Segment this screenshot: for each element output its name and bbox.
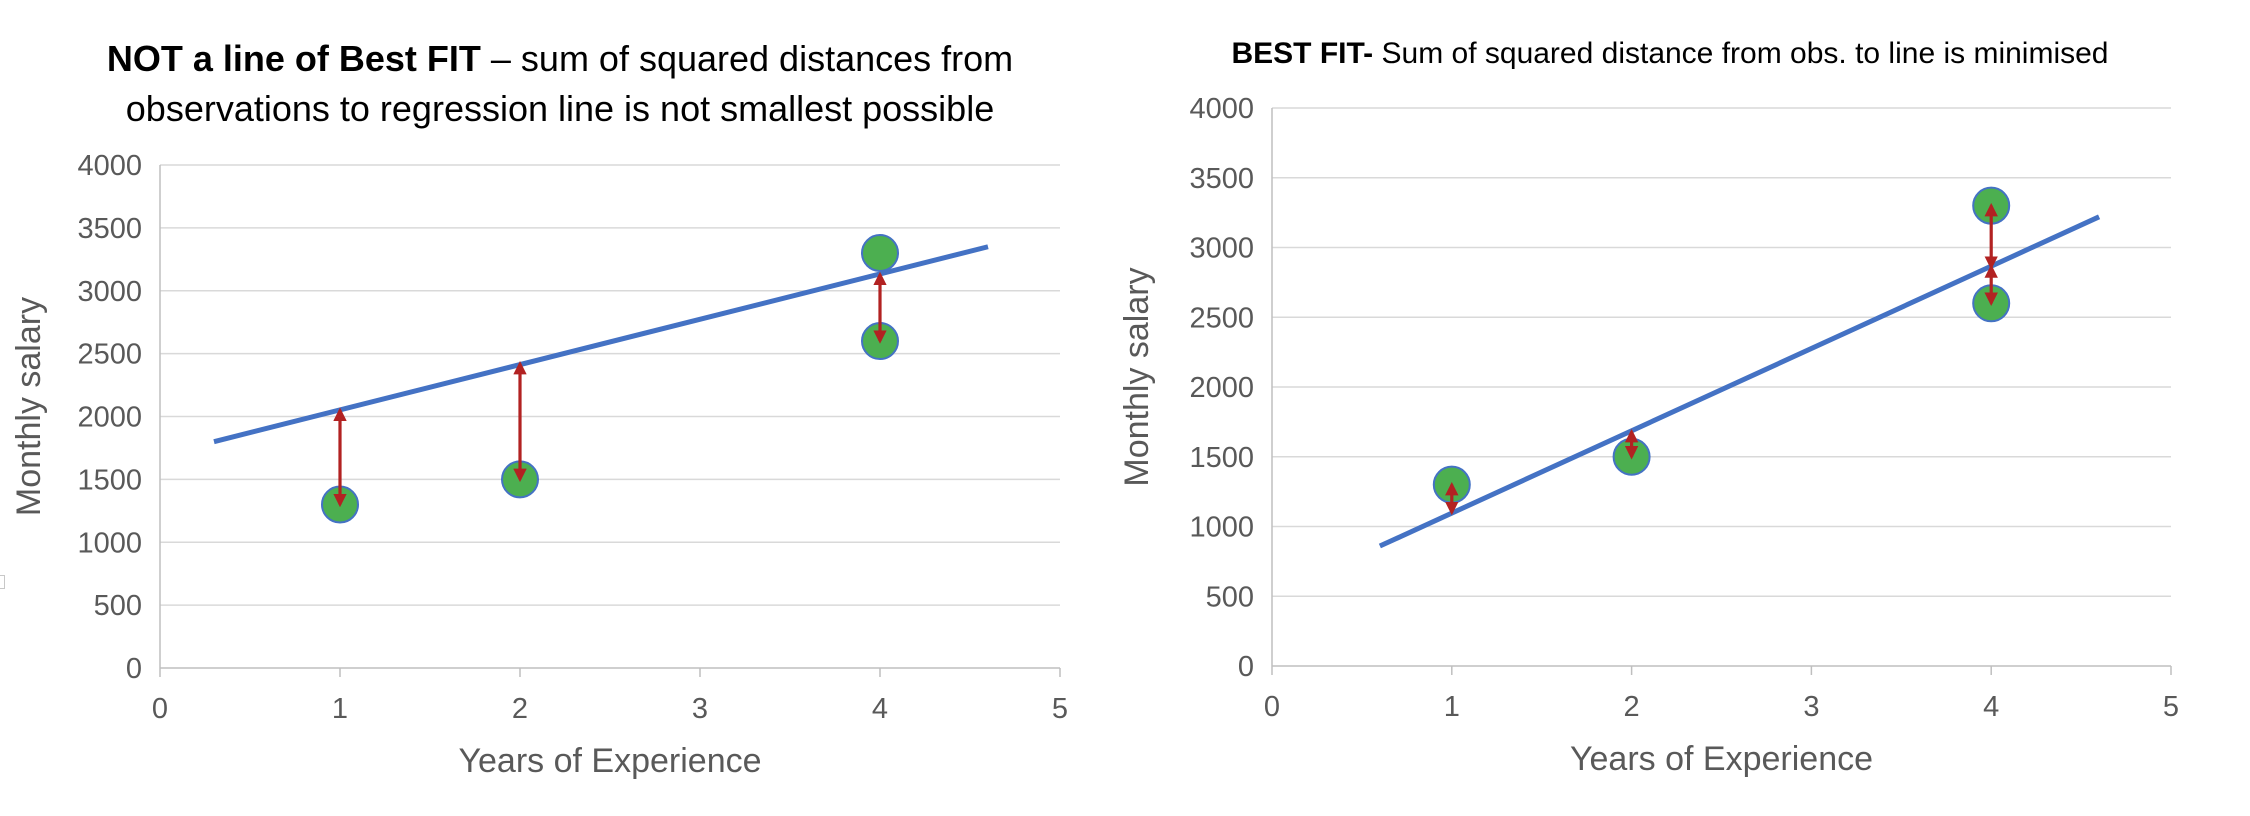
chart-right: 0 500 1000 1500 2000 2500 3000 3500 4000 0 1 2 3 4 5 Ye… — [1118, 93, 2179, 778]
x-tick-label: 1 — [332, 693, 348, 725]
chart-title-left-rest: – sum of squared distances from observat… — [125, 38, 1014, 129]
y-tick-label: 2500 — [77, 339, 142, 371]
y-tick-label: 1500 — [1189, 442, 1254, 474]
chart-title-right: BEST FIT- Sum of squared distance from o… — [1195, 34, 2145, 74]
x-tick-label: 3 — [1803, 691, 1819, 723]
edge-marker — [0, 575, 5, 589]
chart-title-right-rest: Sum of squared distance from obs. to lin… — [1373, 37, 2109, 70]
x-tick-label: 0 — [152, 693, 168, 725]
x-tick-label: 3 — [692, 693, 708, 725]
chart-title-right-bold: BEST FIT- — [1231, 37, 1374, 70]
regression-line — [1378, 214, 2101, 549]
y-tick-label: 3500 — [77, 213, 142, 245]
y-tick-label: 2000 — [1189, 372, 1254, 404]
data-point — [861, 234, 899, 273]
y-tick-label: 1000 — [1189, 512, 1254, 544]
chart-title-left-bold: NOT a line of Best FIT — [106, 38, 481, 79]
y-tick-label: 0 — [126, 653, 142, 685]
x-tick-label: 5 — [1052, 693, 1068, 725]
y-tick-label: 500 — [94, 590, 142, 622]
x-tick-label: 2 — [1624, 691, 1640, 723]
chart-title-left: NOT a line of Best FIT – sum of squared … — [60, 34, 1060, 134]
x-axis-title: Years of Experience — [458, 742, 761, 780]
y-tick-label: 3500 — [1189, 163, 1254, 195]
x-tick-label: 5 — [2163, 691, 2179, 723]
x-axis-title: Years of Experience — [1570, 740, 1873, 778]
y-tick-label: 0 — [1238, 651, 1254, 683]
y-tick-label: 2000 — [77, 402, 142, 434]
x-tick-label: 1 — [1444, 691, 1460, 723]
x-tick-label: 4 — [1983, 691, 1999, 723]
y-tick-label: 4000 — [77, 150, 142, 182]
x-tick-label: 0 — [1264, 691, 1280, 723]
x-tick-label: 2 — [512, 693, 528, 725]
x-tick-label: 4 — [872, 693, 888, 725]
y-tick-label: 500 — [1206, 581, 1254, 613]
y-tick-label: 1000 — [77, 527, 142, 559]
y-tick-label: 1500 — [77, 464, 142, 496]
y-tick-label: 4000 — [1189, 93, 1254, 125]
y-tick-label: 2500 — [1189, 302, 1254, 334]
chart-left: 0 500 1000 1500 2000 2500 3000 3500 4000 0 1 2 3 4 5 Ye… — [10, 150, 1068, 780]
y-tick-label: 3000 — [1189, 233, 1254, 265]
y-axis-title: Monthly salary — [1118, 267, 1156, 486]
y-tick-label: 3000 — [77, 276, 142, 308]
y-axis-title: Monthly salary — [10, 297, 48, 516]
